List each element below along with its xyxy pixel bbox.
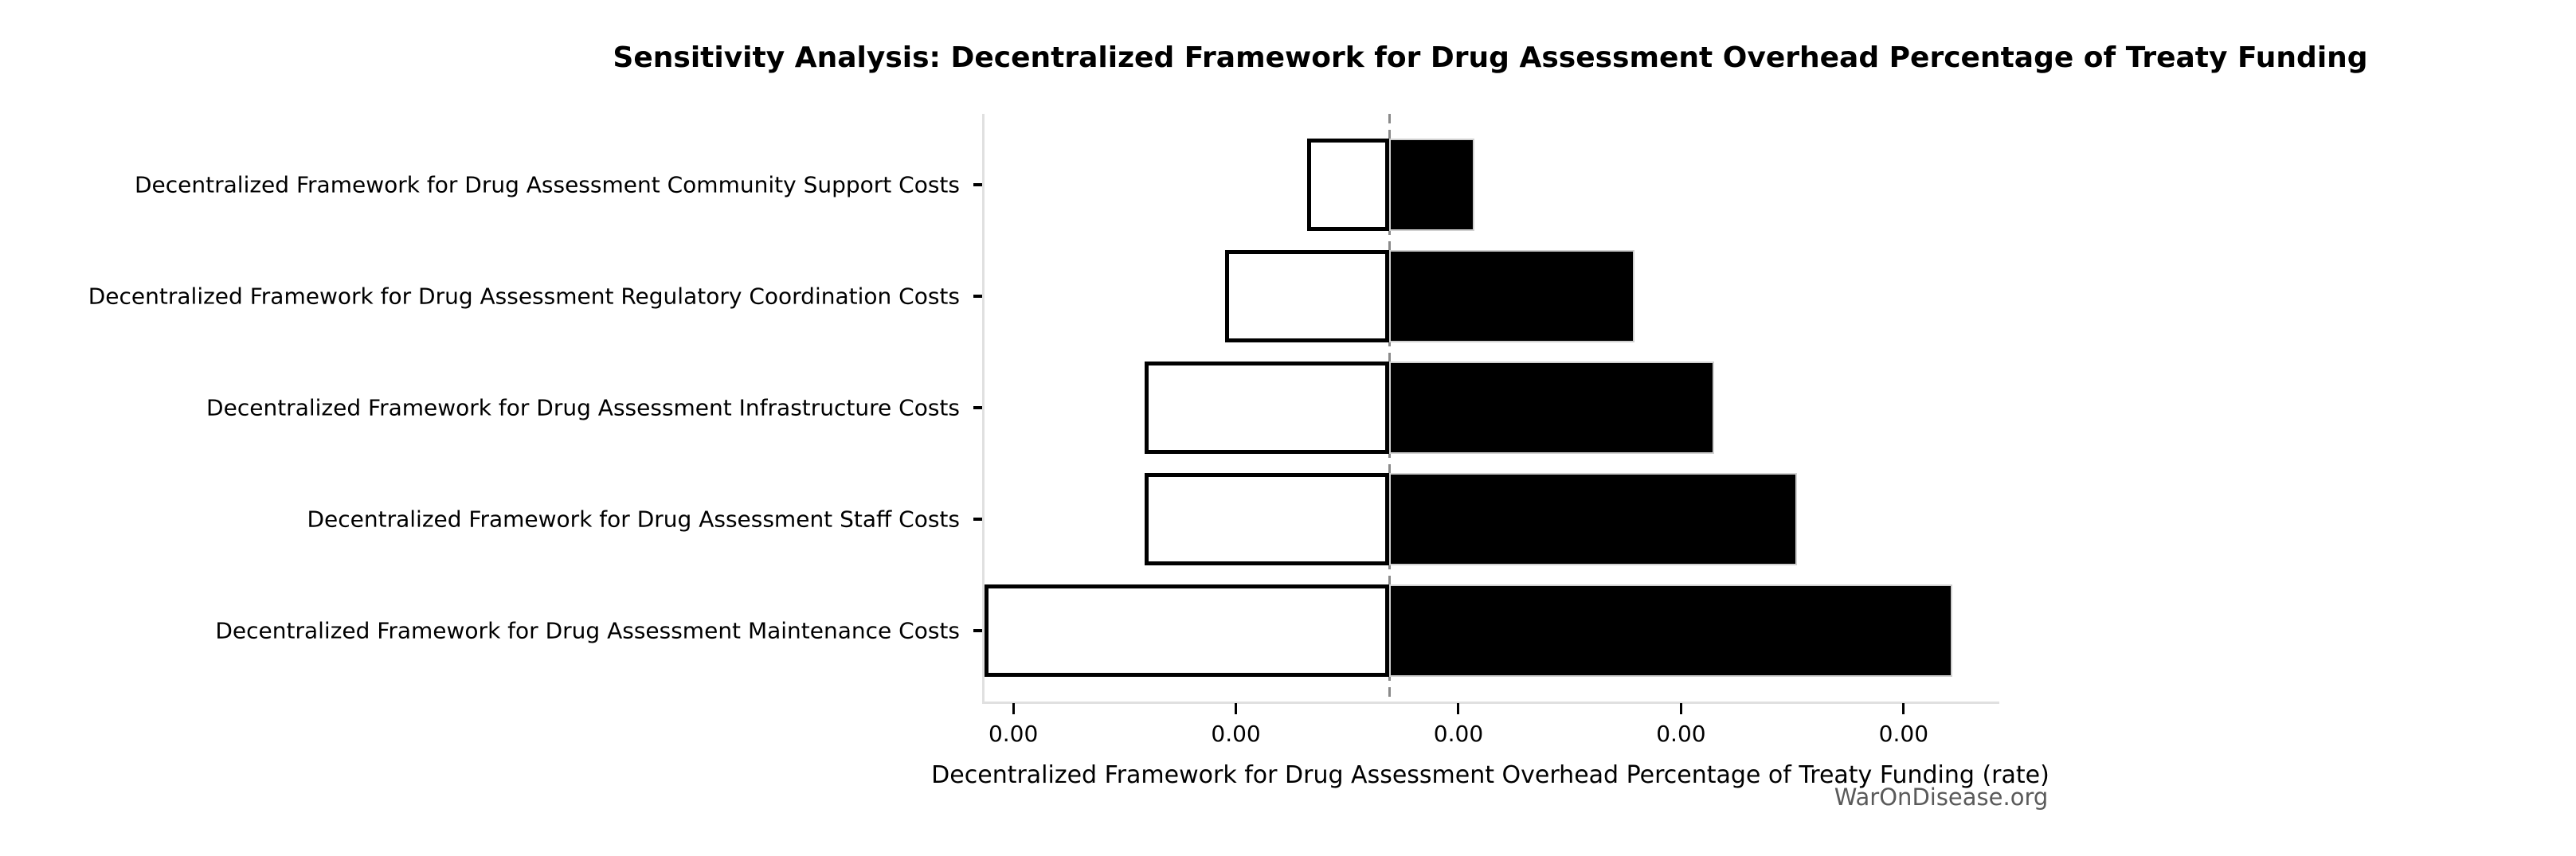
x-axis-tick-label: 0.00 — [1211, 721, 1261, 747]
y-axis-category-label: Decentralized Framework for Drug Assessm… — [135, 171, 960, 198]
x-axis-tick-label: 0.00 — [1878, 721, 1929, 747]
y-axis-tick — [973, 518, 982, 521]
x-axis-tick — [1012, 703, 1015, 714]
x-axis-tick-label: 0.00 — [1656, 721, 1706, 747]
low-value-bar — [1144, 473, 1390, 565]
x-axis-tick — [1679, 703, 1682, 714]
high-value-bar — [1389, 584, 1953, 677]
bar-row — [982, 473, 1999, 565]
high-value-bar — [1389, 250, 1634, 342]
bar-row — [982, 139, 1999, 231]
x-axis-title: Decentralized Framework for Drug Assessm… — [931, 761, 2049, 789]
low-value-bar — [1306, 139, 1390, 231]
plot-area: 0.00 0.00 0.00 0.00 0.00 — [973, 114, 1999, 747]
x-axis-tick — [1902, 703, 1905, 714]
high-value-bar — [1389, 473, 1797, 565]
watermark: WarOnDisease.org — [1834, 784, 2049, 811]
low-value-bar — [1144, 362, 1390, 454]
high-value-bar — [1389, 362, 1715, 454]
bar-row — [982, 250, 1999, 342]
y-axis-tick — [973, 183, 982, 186]
x-axis-tick-label: 0.00 — [988, 721, 1039, 747]
y-axis-tick — [973, 295, 982, 298]
y-axis-category-label: Decentralized Framework for Drug Assessm… — [307, 506, 960, 533]
y-axis-category-label: Decentralized Framework for Drug Assessm… — [206, 394, 960, 421]
x-axis-tick — [1457, 703, 1460, 714]
bar-row — [982, 584, 1999, 677]
chart-title: Sensitivity Analysis: Decentralized Fram… — [613, 41, 2368, 74]
y-axis-category-label: Decentralized Framework for Drug Assessm… — [88, 283, 960, 310]
x-axis-tick — [1235, 703, 1238, 714]
y-axis-tick — [973, 406, 982, 409]
y-axis-tick — [973, 629, 982, 632]
bar-row — [982, 362, 1999, 454]
high-value-bar — [1389, 139, 1474, 231]
x-axis-tick-label: 0.00 — [1433, 721, 1484, 747]
low-value-bar — [1224, 250, 1390, 342]
y-axis-line — [982, 114, 985, 703]
x-axis-line — [982, 702, 1999, 704]
y-axis-category-label: Decentralized Framework for Drug Assessm… — [215, 617, 960, 644]
low-value-bar — [984, 584, 1390, 677]
